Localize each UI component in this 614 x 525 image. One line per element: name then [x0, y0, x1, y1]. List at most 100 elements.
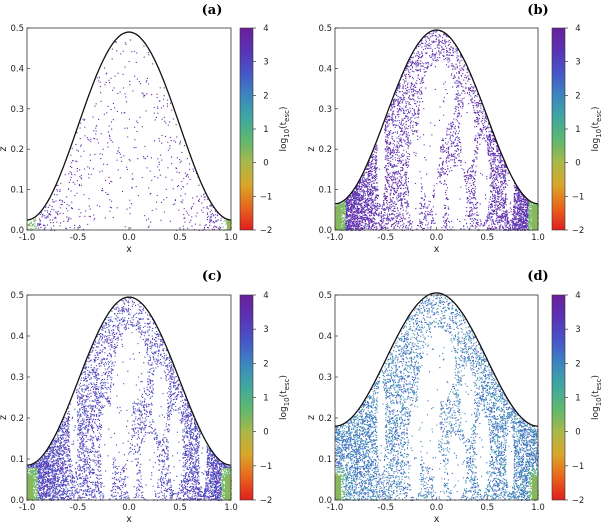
scatter-point: [400, 97, 402, 99]
scatter-point: [404, 117, 406, 119]
scatter-point: [428, 33, 430, 35]
scatter-point: [189, 221, 191, 223]
scatter-point: [458, 127, 460, 129]
scatter-point: [506, 184, 508, 186]
scatter-point: [507, 223, 509, 225]
scatter-point: [171, 162, 173, 164]
scatter-point: [422, 79, 424, 81]
scatter-point: [514, 197, 516, 199]
scatter-point: [520, 212, 522, 214]
scatter-point: [352, 191, 354, 193]
scatter-point: [447, 198, 449, 200]
scatter-point: [409, 125, 411, 127]
scatter-point: [481, 129, 483, 131]
scatter-point: [496, 187, 498, 189]
scatter-point: [371, 217, 373, 219]
scatter-point: [214, 210, 216, 212]
scatter-point: [497, 150, 499, 152]
scatter-point: [362, 195, 364, 197]
scatter-point: [481, 174, 483, 176]
scatter-point: [518, 190, 520, 192]
scatter-point: [403, 154, 405, 156]
scatter-point: [506, 215, 508, 217]
scatter-point: [52, 222, 54, 224]
scatter-point: [185, 210, 187, 212]
scatter-point: [352, 205, 354, 207]
scatter-point: [430, 227, 432, 229]
scatter-point: [473, 219, 475, 221]
scatter-point: [413, 63, 415, 65]
scatter-point: [406, 138, 408, 140]
scatter-point: [520, 201, 522, 203]
scatter-point: [79, 225, 81, 227]
scatter-point: [191, 216, 193, 218]
scatter-point: [429, 145, 431, 147]
scatter-point: [472, 196, 474, 198]
scatter-point: [157, 166, 159, 168]
scatter-point: [492, 135, 494, 137]
scatter-point: [469, 174, 471, 176]
scatter-point: [395, 91, 397, 93]
scatter-point: [501, 171, 503, 173]
scatter-point: [418, 45, 420, 47]
scatter-point: [351, 203, 353, 205]
scatter-point: [376, 148, 378, 150]
scatter-point: [502, 176, 504, 178]
scatter-point: [506, 210, 508, 212]
x-tick-label: -0.5: [70, 233, 87, 243]
scatter-point: [441, 167, 443, 169]
scatter-point: [501, 156, 503, 158]
scatter-point: [485, 222, 487, 224]
scatter-point: [491, 160, 493, 162]
scatter-point: [351, 192, 353, 194]
scatter-point: [405, 103, 407, 105]
scatter-point: [456, 50, 458, 52]
scatter-point: [356, 189, 358, 191]
scatter-point: [217, 219, 219, 221]
scatter-point: [475, 147, 477, 149]
scatter-point: [413, 89, 415, 91]
scatter-point: [517, 199, 519, 201]
scatter-point: [343, 228, 345, 230]
scatter-point: [457, 107, 459, 109]
scatter-point: [412, 91, 414, 93]
scatter-point: [492, 176, 494, 178]
scatter-point: [450, 122, 452, 124]
scatter-point: [357, 203, 359, 205]
scatter-point: [467, 75, 469, 77]
scatter-point: [385, 125, 387, 127]
scatter-point: [348, 219, 350, 221]
scatter-point: [400, 121, 402, 123]
scatter-point: [443, 171, 445, 173]
scatter-point: [124, 93, 126, 95]
scatter-point: [459, 65, 461, 67]
scatter-point: [515, 219, 517, 221]
scatter-point: [469, 223, 471, 225]
scatter-point: [526, 216, 528, 218]
scatter-point: [429, 55, 431, 57]
scatter-point: [448, 134, 450, 136]
scatter-point: [396, 198, 398, 200]
scatter-point: [404, 93, 406, 95]
scatter-point: [443, 101, 445, 103]
scatter-point: [390, 226, 392, 228]
scatter-point: [376, 182, 378, 184]
scatter-point: [210, 219, 212, 221]
scatter-point: [522, 211, 524, 213]
scatter-point: [506, 213, 508, 215]
scatter-point: [480, 220, 482, 222]
scatter-point: [372, 180, 374, 182]
scatter-point: [469, 174, 471, 176]
scatter-point: [369, 228, 371, 230]
scatter-point: [504, 170, 506, 172]
scatter-point: [89, 208, 91, 210]
scatter-point: [405, 181, 407, 183]
scatter-point: [525, 225, 527, 227]
scatter-point: [492, 155, 494, 157]
scatter-point: [474, 188, 476, 190]
scatter-point: [429, 212, 431, 214]
scatter-point: [505, 228, 507, 230]
scatter-point: [414, 55, 416, 57]
scatter-point: [491, 191, 493, 193]
scatter-point: [501, 174, 503, 176]
